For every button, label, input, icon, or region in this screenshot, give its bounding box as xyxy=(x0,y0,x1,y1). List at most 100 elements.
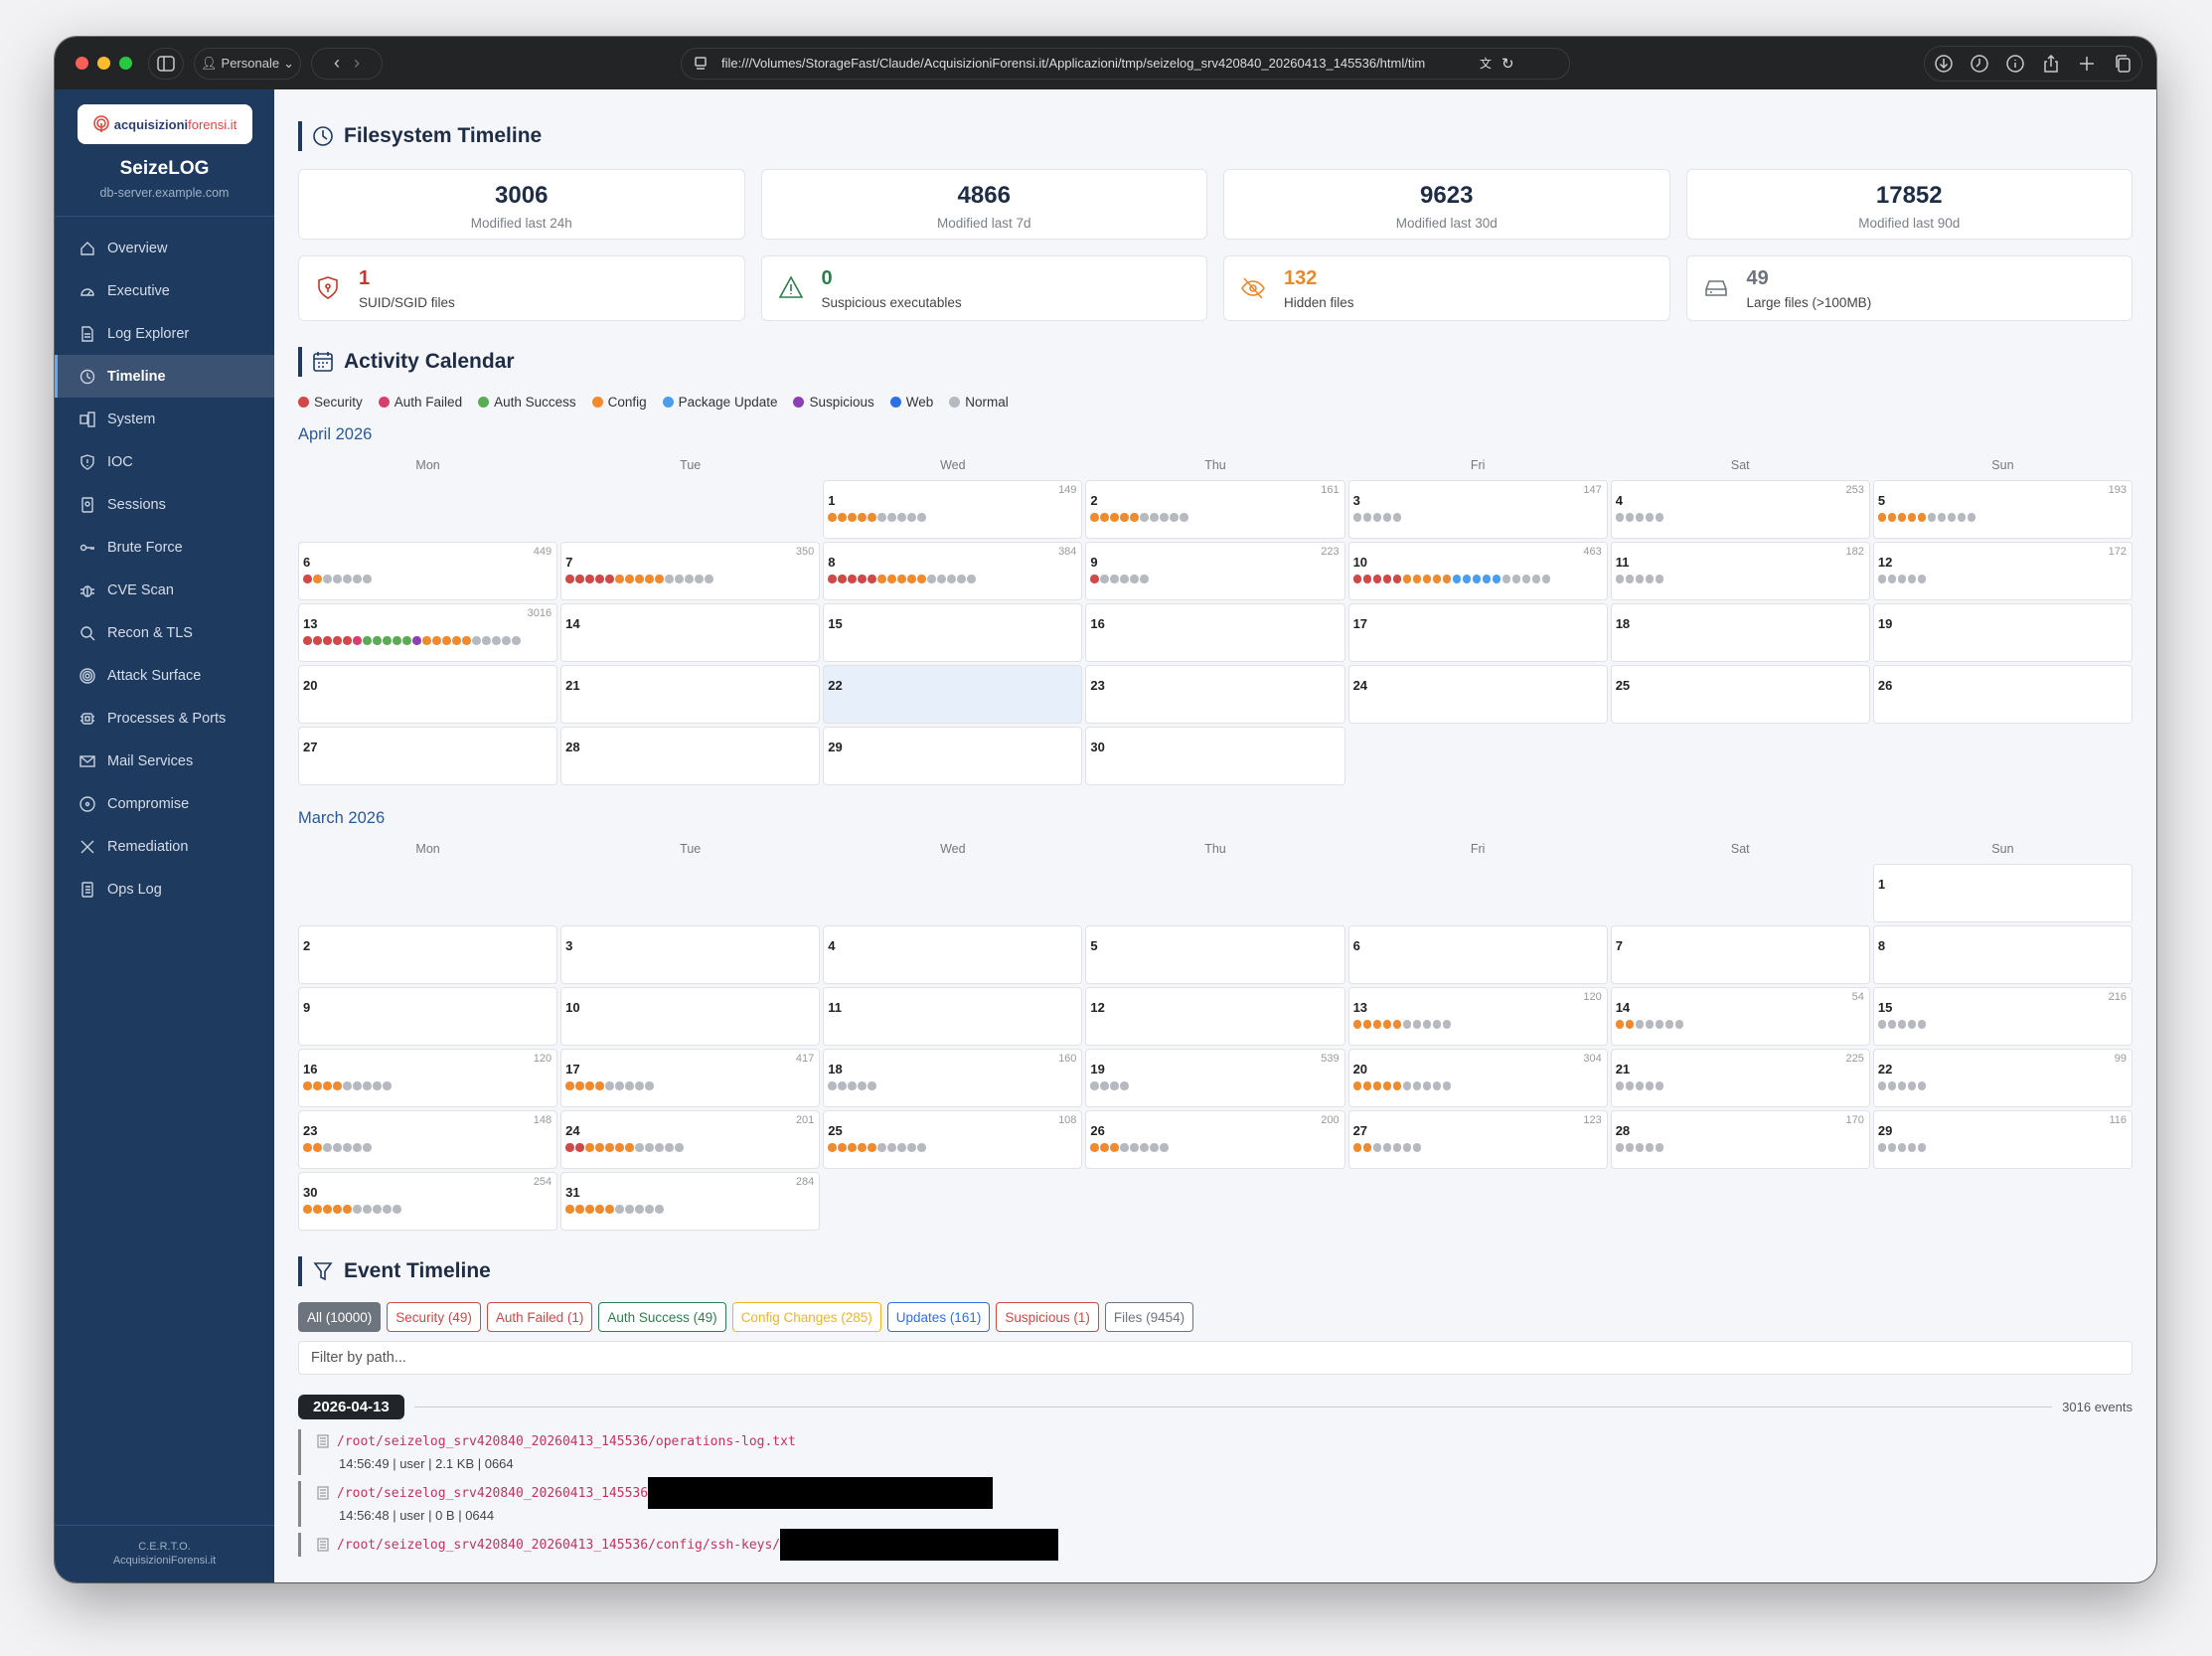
new-tab-icon[interactable] xyxy=(2078,55,2096,73)
calendar-day[interactable]: 25 108 xyxy=(823,1110,1083,1169)
calendar-day[interactable]: 15 xyxy=(823,603,1083,662)
calendar-day[interactable]: 16 120 xyxy=(298,1049,558,1107)
calendar-day[interactable]: 20 304 xyxy=(1347,1049,1608,1107)
translate-icon[interactable]: 文 xyxy=(1480,57,1493,71)
event-entry[interactable]: /root/seizelog_srv420840_20260413_145536… xyxy=(298,1529,2133,1561)
calendar-day[interactable]: 10 xyxy=(560,987,821,1046)
calendar-day[interactable]: 1 xyxy=(1872,864,2133,922)
back-button[interactable]: ‹ xyxy=(334,53,340,73)
calendar-day[interactable]: 1 149 xyxy=(823,480,1083,539)
sidebar-item-system[interactable]: System xyxy=(55,398,274,440)
calendar-day[interactable]: 30 xyxy=(1085,727,1345,785)
calendar-day[interactable]: 5 xyxy=(1085,925,1345,984)
reload-icon[interactable]: ↻ xyxy=(1501,55,1514,73)
calendar-day[interactable]: 8 xyxy=(1872,925,2133,984)
event-entry[interactable]: /root/seizelog_srv420840_20260413_145536… xyxy=(298,1477,2133,1527)
sidebar-item-sessions[interactable]: Sessions xyxy=(55,483,274,526)
calendar-day[interactable]: 4 xyxy=(823,925,1083,984)
calendar-day[interactable]: 24 201 xyxy=(560,1110,821,1169)
sidebar-item-attack-surface[interactable]: Attack Surface xyxy=(55,654,274,697)
calendar-day[interactable]: 18 xyxy=(1610,603,1870,662)
calendar-day[interactable]: 14 54 xyxy=(1610,987,1870,1046)
calendar-day[interactable]: 2 161 xyxy=(1085,480,1345,539)
zoom-window-button[interactable] xyxy=(119,57,132,70)
address-bar[interactable]: file:///Volumes/StorageFast/Claude/Acqui… xyxy=(681,47,1570,80)
calendar-day[interactable]: 8 384 xyxy=(823,542,1083,600)
calendar-day[interactable]: 9 xyxy=(298,987,558,1046)
calendar-day[interactable]: 9 223 xyxy=(1085,542,1345,600)
calendar-day[interactable]: 28 170 xyxy=(1610,1110,1870,1169)
calendar-day[interactable]: 11 xyxy=(823,987,1083,1046)
filter-security[interactable]: Security (49) xyxy=(387,1302,481,1332)
minimize-window-button[interactable] xyxy=(97,57,110,70)
calendar-day[interactable]: 22 xyxy=(823,665,1083,724)
calendar-day[interactable]: 17 417 xyxy=(560,1049,821,1107)
filter-files[interactable]: Files (9454) xyxy=(1104,1302,1194,1332)
sidebar-toggle-button[interactable] xyxy=(148,47,184,80)
calendar-day[interactable]: 3 147 xyxy=(1347,480,1608,539)
calendar-day[interactable]: 27 xyxy=(298,727,558,785)
sidebar-item-compromise[interactable]: Compromise xyxy=(55,782,274,825)
sidebar-item-mail-services[interactable]: Mail Services xyxy=(55,740,274,782)
calendar-day[interactable]: 6 xyxy=(1347,925,1608,984)
downloads-icon[interactable] xyxy=(1935,54,1953,73)
calendar-day[interactable]: 19 539 xyxy=(1085,1049,1345,1107)
sidebar-item-overview[interactable]: Overview xyxy=(55,227,274,269)
calendar-day[interactable]: 25 xyxy=(1610,665,1870,724)
history-icon[interactable] xyxy=(1971,54,1988,73)
filter-auth-failed[interactable]: Auth Failed (1) xyxy=(486,1302,593,1332)
filter-updates[interactable]: Updates (161) xyxy=(886,1302,991,1332)
calendar-day[interactable]: 23 148 xyxy=(298,1110,558,1169)
event-path[interactable]: /root/seizelog_srv420840_20260413_145536 xyxy=(337,1485,649,1501)
calendar-day[interactable]: 6 449 xyxy=(298,542,558,600)
calendar-day[interactable]: 26 200 xyxy=(1085,1110,1345,1169)
calendar-day[interactable]: 20 xyxy=(298,665,558,724)
calendar-day[interactable]: 21 225 xyxy=(1610,1049,1870,1107)
forward-button[interactable]: › xyxy=(354,53,360,73)
calendar-day[interactable]: 27 123 xyxy=(1347,1110,1608,1169)
calendar-day[interactable]: 7 350 xyxy=(560,542,821,600)
calendar-day[interactable]: 12 172 xyxy=(1872,542,2133,600)
sidebar-item-processes-ports[interactable]: Processes & Ports xyxy=(55,697,274,740)
calendar-day[interactable]: 24 xyxy=(1347,665,1608,724)
calendar-day[interactable]: 13 120 xyxy=(1347,987,1608,1046)
sidebar-item-remediation[interactable]: Remediation xyxy=(55,825,274,868)
calendar-day[interactable]: 4 253 xyxy=(1610,480,1870,539)
calendar-day[interactable]: 29 xyxy=(823,727,1083,785)
calendar-day[interactable]: 5 193 xyxy=(1872,480,2133,539)
filter-suspicious[interactable]: Suspicious (1) xyxy=(996,1302,1099,1332)
url-text[interactable]: file:///Volumes/StorageFast/Claude/Acqui… xyxy=(721,56,1426,71)
calendar-day[interactable]: 2 xyxy=(298,925,558,984)
profile-button[interactable]: 👤︎ Personale ⌄ xyxy=(194,47,301,80)
info-icon[interactable] xyxy=(2006,54,2024,73)
calendar-day[interactable]: 30 254 xyxy=(298,1172,558,1231)
close-window-button[interactable] xyxy=(76,57,88,70)
calendar-day[interactable]: 10 463 xyxy=(1347,542,1608,600)
calendar-day[interactable]: 12 xyxy=(1085,987,1345,1046)
sidebar-item-timeline[interactable]: Timeline xyxy=(55,355,274,398)
share-icon[interactable] xyxy=(2042,54,2060,73)
sidebar-item-ops-log[interactable]: Ops Log xyxy=(55,868,274,911)
calendar-day[interactable]: 15 216 xyxy=(1872,987,2133,1046)
sidebar-item-executive[interactable]: Executive xyxy=(55,269,274,312)
filter-config-changes[interactable]: Config Changes (285) xyxy=(731,1302,881,1332)
sidebar-item-recon-tls[interactable]: Recon & TLS xyxy=(55,611,274,654)
filter-auth-success[interactable]: Auth Success (49) xyxy=(598,1302,726,1332)
event-path[interactable]: /root/seizelog_srv420840_20260413_145536… xyxy=(337,1537,781,1553)
path-filter-input[interactable]: Filter by path... xyxy=(298,1341,2133,1375)
filter-all[interactable]: All (10000) xyxy=(298,1302,382,1332)
calendar-day[interactable]: 22 99 xyxy=(1872,1049,2133,1107)
calendar-day[interactable]: 13 3016 xyxy=(298,603,558,662)
calendar-day[interactable]: 28 xyxy=(560,727,821,785)
calendar-day[interactable]: 17 xyxy=(1347,603,1608,662)
event-entry[interactable]: /root/seizelog_srv420840_20260413_145536… xyxy=(298,1429,2133,1475)
calendar-day[interactable]: 7 xyxy=(1610,925,1870,984)
sidebar-item-ioc[interactable]: IOC xyxy=(55,440,274,483)
calendar-day[interactable]: 3 xyxy=(560,925,821,984)
calendar-day[interactable]: 26 xyxy=(1872,665,2133,724)
calendar-day[interactable]: 18 160 xyxy=(823,1049,1083,1107)
sidebar-item-log-explorer[interactable]: Log Explorer xyxy=(55,312,274,355)
calendar-day[interactable]: 16 xyxy=(1085,603,1345,662)
event-path[interactable]: /root/seizelog_srv420840_20260413_145536… xyxy=(337,1433,796,1449)
calendar-day[interactable]: 19 xyxy=(1872,603,2133,662)
